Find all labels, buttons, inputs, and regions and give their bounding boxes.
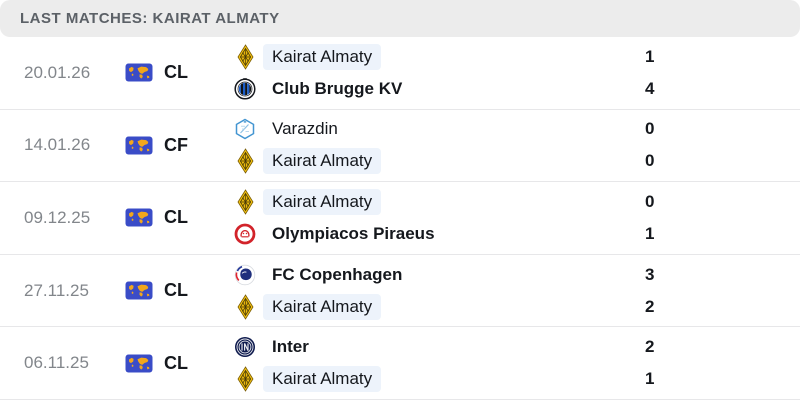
team-name: Kairat Almaty [263, 366, 382, 393]
team-score: 4 [645, 78, 655, 98]
match-row[interactable]: 06.11.25 CL Inter 2 [0, 327, 800, 400]
competition-code: CL [164, 280, 188, 301]
widget-title: LAST MATCHES: KAIRAT ALMATY [20, 10, 280, 27]
team-line: Kairat Almaty 2 [229, 292, 800, 322]
inter-logo [229, 336, 261, 358]
match-date: 06.11.25 [24, 353, 89, 373]
team-line: Olympiacos Piraeus 1 [229, 219, 800, 249]
team-name: Kairat Almaty [263, 293, 382, 320]
match-date: 20.01.26 [24, 62, 91, 82]
team-score: 0 [645, 151, 655, 171]
world-flag-icon [125, 63, 153, 82]
team-name: Kairat Almaty [263, 148, 382, 175]
team-score: 1 [645, 369, 655, 389]
world-flag-icon [125, 354, 153, 373]
team-name: Inter [272, 337, 309, 357]
teams-cell: Varazdin 0 Kairat Almaty 0 [229, 110, 800, 182]
varazdin-logo [229, 118, 261, 140]
team-name: Olympiacos Piraeus [272, 223, 435, 243]
team-score: 1 [645, 46, 655, 66]
competition-cell: CL [125, 62, 229, 83]
teams-cell: Kairat Almaty 0 Olympiacos Piraeus 1 [229, 182, 800, 254]
competition-cell: CF [125, 135, 229, 156]
team-name: Kairat Almaty [263, 43, 382, 70]
widget-header: LAST MATCHES: KAIRAT ALMATY [0, 0, 800, 37]
team-line: Varazdin 0 [229, 114, 800, 144]
olympiacos-logo [229, 223, 261, 245]
kairat-almaty-logo [229, 44, 261, 70]
team-score: 0 [645, 119, 655, 139]
competition-code: CL [164, 62, 188, 83]
competition-code: CL [164, 352, 188, 373]
competition-code: CF [164, 134, 188, 155]
team-score: 0 [645, 191, 655, 211]
teams-cell: Kairat Almaty 1 Club Brugge KV 4 [229, 37, 800, 109]
teams-cell: FC Copenhagen 3 Kairat Almaty 2 [229, 255, 800, 327]
competition-cell: CL [125, 207, 229, 228]
kairat-almaty-logo [229, 148, 261, 175]
team-line: Inter 2 [229, 332, 800, 362]
team-line: Kairat Almaty 1 [229, 364, 800, 394]
match-row[interactable]: 14.01.26 CF Varazdin 0 [0, 109, 800, 183]
kairat-almaty-logo [229, 366, 261, 392]
team-score: 2 [645, 296, 655, 316]
kairat-almaty-logo [229, 189, 261, 215]
team-line: Club Brugge KV 4 [229, 74, 800, 104]
club-brugge-logo [229, 77, 261, 100]
match-date: 14.01.26 [24, 135, 91, 155]
match-date: 27.11.25 [24, 280, 89, 300]
competition-code: CL [164, 207, 188, 228]
match-date: 09.12.25 [24, 207, 91, 227]
team-score: 3 [645, 264, 655, 284]
competition-cell: CL [125, 280, 229, 301]
world-flag-icon [125, 136, 153, 155]
competition-cell: CL [125, 353, 229, 374]
team-score: 1 [645, 223, 655, 243]
kairat-almaty-logo [229, 293, 261, 320]
team-line: Kairat Almaty 0 [229, 146, 800, 176]
teams-cell: Inter 2 Kairat Almaty 1 [229, 327, 800, 399]
match-row[interactable]: 27.11.25 CL FC Copenhagen 3 [0, 254, 800, 328]
team-name: Club Brugge KV [272, 78, 403, 98]
team-line: FC Copenhagen 3 [229, 260, 800, 290]
team-line: Kairat Almaty 0 [229, 187, 800, 217]
match-row[interactable]: 09.12.25 CL Kairat Almaty 0 [0, 182, 800, 255]
match-row[interactable]: 20.01.26 CL Kairat Almaty 1 [0, 37, 800, 110]
world-flag-icon [125, 208, 153, 227]
match-rows: 20.01.26 CL Kairat Almaty 1 [0, 37, 800, 400]
fc-copenhagen-logo [229, 264, 261, 286]
team-name: Kairat Almaty [263, 188, 382, 215]
team-name: Varazdin [272, 119, 338, 139]
team-score: 2 [645, 337, 655, 357]
team-name: FC Copenhagen [272, 264, 403, 284]
team-line: Kairat Almaty 1 [229, 42, 800, 72]
world-flag-icon [125, 281, 153, 300]
